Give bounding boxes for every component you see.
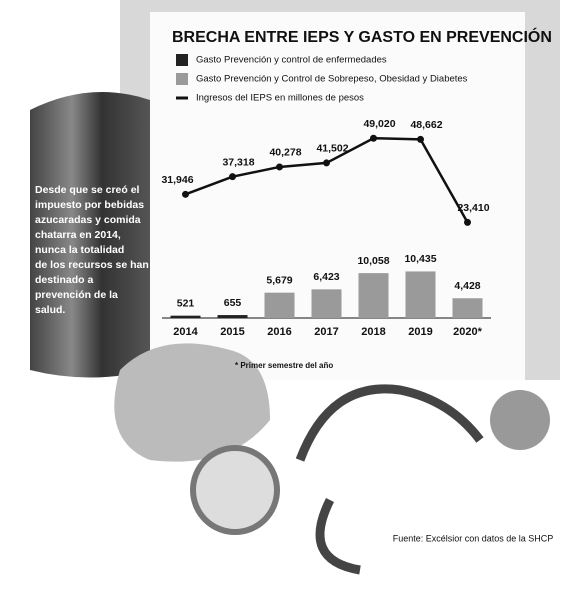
point — [229, 173, 236, 180]
point — [276, 163, 283, 170]
bar — [171, 316, 201, 318]
point — [182, 191, 189, 198]
bar — [265, 293, 295, 318]
chart-title: BRECHA ENTRE IEPS Y GASTO EN PREVENCIÓN — [172, 27, 552, 46]
x-tick-label: 2015 — [220, 326, 244, 338]
value-label: 521 — [177, 297, 195, 309]
stethoscope-ear — [490, 390, 550, 450]
value-label: 49,020 — [363, 118, 395, 130]
value-label: 48,662 — [410, 119, 442, 131]
legend-label: Gasto Prevención y control de enfermedad… — [196, 55, 387, 66]
source: Fuente: Excélsior con datos de la SHCP — [393, 533, 554, 543]
footnote: * Primer semestre del año — [235, 361, 333, 370]
point — [323, 159, 330, 166]
bar — [312, 289, 342, 318]
x-tick-label: 2014 — [173, 326, 198, 338]
value-label: 31,946 — [161, 174, 193, 186]
value-label: 655 — [224, 297, 242, 309]
value-label: 5,679 — [266, 274, 292, 286]
point — [417, 136, 424, 143]
value-label: 10,058 — [357, 255, 389, 267]
value-label: 40,278 — [269, 147, 301, 159]
side-note: de los recursos se han — [35, 259, 149, 271]
x-tick-label: 2020* — [453, 326, 482, 338]
value-label: 6,423 — [313, 271, 339, 283]
side-note: chatarra en 2014, — [35, 229, 121, 241]
x-tick-label: 2018 — [361, 326, 385, 338]
value-label: 23,410 — [457, 202, 489, 214]
legend-swatch — [176, 73, 188, 85]
side-note: salud. — [35, 304, 65, 316]
x-tick-label: 2016 — [267, 326, 291, 338]
value-label: 37,318 — [222, 156, 254, 168]
bar — [218, 315, 248, 318]
stethoscope-chest — [193, 448, 277, 532]
point — [370, 135, 377, 142]
side-note: nunca la totalidad — [35, 244, 124, 256]
side-note: destinado a — [35, 274, 94, 286]
side-note: Desde que se creó el — [35, 184, 140, 196]
side-note: azucaradas y comida — [35, 214, 141, 226]
legend-label: Gasto Prevención y Control de Sobrepeso,… — [196, 74, 468, 85]
value-label: 41,502 — [316, 143, 348, 155]
bar — [453, 298, 483, 318]
infographic: BRECHA ENTRE IEPS Y GASTO EN PREVENCIÓN … — [0, 0, 576, 590]
value-label: 4,428 — [454, 280, 480, 292]
side-note: impuesto por bebidas — [35, 199, 144, 211]
x-tick-label: 2017 — [314, 326, 338, 338]
legend-label: Ingresos del IEPS en millones de pesos — [196, 93, 364, 104]
side-note: prevención de la — [35, 289, 118, 301]
chart-panel — [150, 12, 525, 380]
x-tick-label: 2019 — [408, 326, 432, 338]
value-label: 10,435 — [404, 253, 436, 265]
bar — [406, 271, 436, 318]
point — [464, 219, 471, 226]
legend-swatch — [176, 54, 188, 66]
bar — [359, 273, 389, 318]
